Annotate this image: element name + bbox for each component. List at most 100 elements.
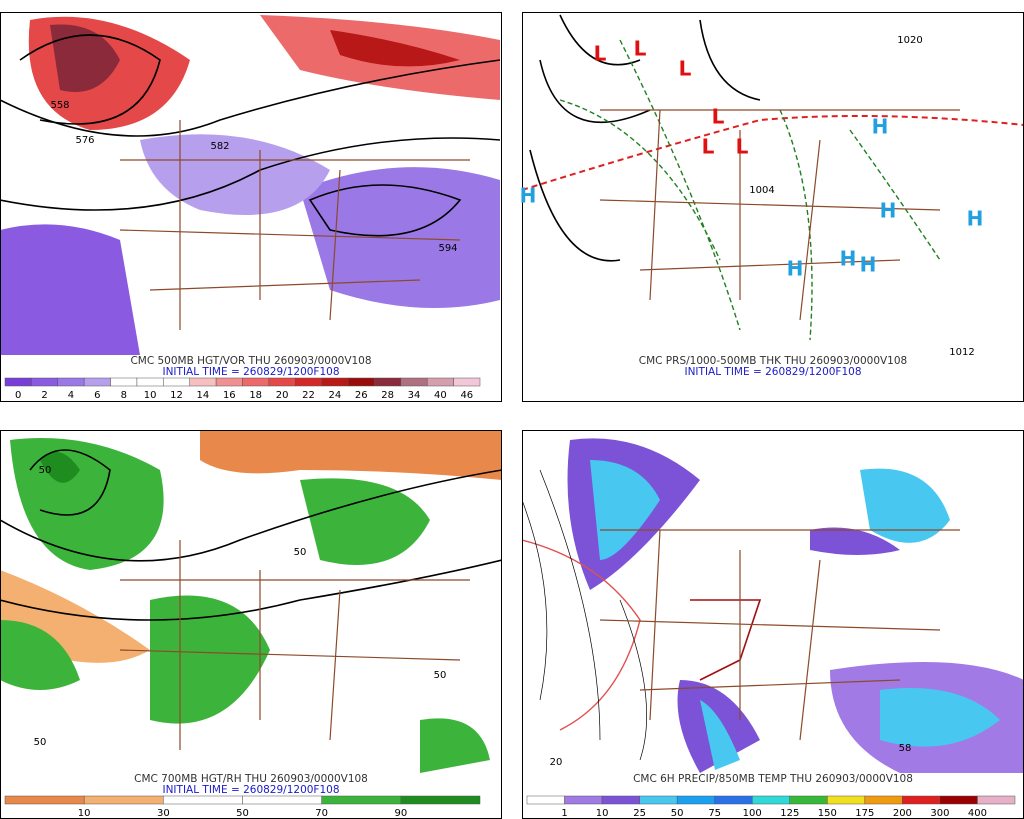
- color-swatch: [163, 795, 243, 805]
- map-precip: [522, 430, 1024, 773]
- scale-label: 14: [197, 390, 210, 401]
- color-swatch: [639, 795, 678, 805]
- color-swatch: [601, 795, 640, 805]
- caption: CMC 700MB HGT/RH THU 260903/0000V108: [134, 773, 368, 785]
- scale-label: 6: [94, 390, 100, 401]
- contour-label: 1020: [897, 35, 922, 46]
- scale-label: 70: [315, 808, 328, 819]
- color-swatch: [4, 795, 85, 805]
- scale-label: 175: [855, 808, 874, 819]
- color-swatch: [242, 377, 270, 387]
- color-swatch: [83, 795, 164, 805]
- color-swatch: [321, 795, 402, 805]
- scale-label: 28: [381, 390, 394, 401]
- contour-label: 50: [434, 670, 447, 681]
- pressure-center: L: [702, 135, 715, 159]
- contour-label: 58: [899, 743, 912, 754]
- contour-label: 1004: [749, 185, 774, 196]
- color-swatch: [31, 377, 59, 387]
- color-swatch: [714, 795, 753, 805]
- scale-label: 10: [144, 390, 157, 401]
- caption: CMC 500MB HGT/VOR THU 260903/0000V108: [130, 355, 371, 367]
- scale-label: 125: [780, 808, 799, 819]
- color-swatch: [215, 377, 243, 387]
- initial-time: INITIAL TIME = 260829/1200F108: [684, 366, 861, 378]
- scale-label: 24: [328, 390, 341, 401]
- color-swatch: [83, 377, 111, 387]
- color-swatch: [939, 795, 978, 805]
- scale-label: 12: [170, 390, 183, 401]
- color-swatch: [268, 377, 296, 387]
- pressure-center: L: [679, 57, 692, 81]
- color-swatch: [57, 377, 85, 387]
- color-swatch: [110, 377, 138, 387]
- color-swatch: [977, 795, 1016, 805]
- scale-label: 26: [355, 390, 368, 401]
- scale-label: 0: [15, 390, 21, 401]
- color-swatch: [676, 795, 715, 805]
- color-swatch: [374, 377, 402, 387]
- contour-label: 594: [438, 243, 457, 254]
- initial-time: INITIAL TIME = 260829/1200F108: [162, 784, 339, 796]
- map-vorticity: [0, 12, 502, 355]
- scale-label: 75: [708, 808, 721, 819]
- color-swatch: [400, 795, 481, 805]
- color-swatch: [526, 795, 565, 805]
- pressure-center: L: [634, 37, 647, 61]
- scale-label: 25: [633, 808, 646, 819]
- contour-label: 576: [75, 135, 94, 146]
- scale-label: 22: [302, 390, 315, 401]
- caption: CMC 6H PRECIP/850MB TEMP THU 260903/0000…: [633, 773, 913, 785]
- pressure-center: H: [967, 207, 984, 231]
- pressure-center: H: [860, 253, 877, 277]
- color-swatch: [4, 377, 32, 387]
- scale-label: 300: [930, 808, 949, 819]
- color-swatch: [864, 795, 903, 805]
- scale-label: 30: [157, 808, 170, 819]
- color-swatch: [189, 377, 217, 387]
- scale-label: 40: [434, 390, 447, 401]
- color-swatch: [163, 377, 190, 387]
- scale-label: 90: [394, 808, 407, 819]
- scale-label: 2: [41, 390, 47, 401]
- color-swatch: [136, 377, 164, 387]
- scale-label: 4: [68, 390, 74, 401]
- color-swatch: [751, 795, 791, 805]
- pressure-center: H: [520, 184, 537, 208]
- scale-label: 16: [223, 390, 236, 401]
- pressure-center: H: [787, 257, 804, 281]
- pressure-center: H: [872, 115, 889, 139]
- color-swatch: [789, 795, 828, 805]
- color-swatch: [827, 795, 866, 805]
- pressure-center: L: [736, 135, 749, 159]
- scale-label: 100: [743, 808, 762, 819]
- color-swatch: [453, 377, 481, 387]
- pressure-center: H: [880, 199, 897, 223]
- map-humidity: [0, 430, 502, 773]
- initial-time: INITIAL TIME = 260829/1200F108: [162, 366, 339, 378]
- scale-label: 400: [968, 808, 987, 819]
- pressure-center: L: [594, 42, 607, 66]
- scale-label: 1: [561, 808, 567, 819]
- caption: CMC PRS/1000-500MB THK THU 260903/0000V1…: [639, 355, 907, 367]
- pressure-center: H: [840, 247, 857, 271]
- scale-label: 34: [408, 390, 421, 401]
- scale-label: 200: [893, 808, 912, 819]
- color-swatch: [564, 795, 603, 805]
- map-thickness: [522, 12, 1024, 355]
- contour-label: 1012: [949, 347, 974, 358]
- scale-label: 50: [236, 808, 249, 819]
- color-swatch: [347, 377, 375, 387]
- color-swatch: [426, 377, 454, 387]
- color-swatch: [295, 377, 322, 387]
- contour-label: 50: [294, 547, 307, 558]
- scale-label: 46: [460, 390, 473, 401]
- scale-label: 20: [276, 390, 289, 401]
- scale-label: 50: [671, 808, 684, 819]
- pressure-center: L: [712, 105, 725, 129]
- scale-label: 8: [121, 390, 127, 401]
- scale-label: 10: [78, 808, 91, 819]
- color-swatch: [902, 795, 941, 805]
- scale-label: 150: [818, 808, 837, 819]
